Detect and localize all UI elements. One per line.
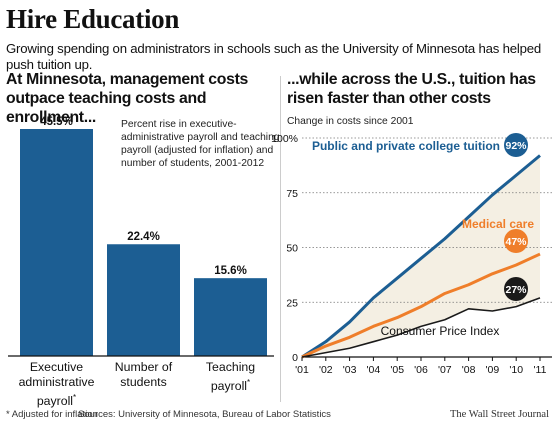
bar-category-line: Number of xyxy=(114,360,173,374)
right-panel-title: ...while across the U.S., tuition has ri… xyxy=(287,71,536,107)
bar-category-label-2: Teaching payroll* xyxy=(176,360,285,394)
x-tick-label-2006: '06 xyxy=(414,364,428,376)
x-tick-label-2008: '08 xyxy=(462,364,476,376)
x-tick-label-2004: '04 xyxy=(367,364,381,376)
bar-category-label-0: Executive administrative payroll* xyxy=(2,360,111,409)
end-badge-0 xyxy=(504,133,528,157)
end-badge-1 xyxy=(504,229,528,253)
left-panel-title: At Minnesota, management costs outpace t… xyxy=(6,71,249,126)
x-tick-label-2007: '07 xyxy=(438,364,452,376)
bar-value-label-1: 22.4% xyxy=(127,231,160,243)
bar-1 xyxy=(107,244,180,356)
y-tick-label-0: 0 xyxy=(292,352,298,364)
bar-category-line: Executive xyxy=(29,360,84,374)
bar-category-line: students xyxy=(120,375,167,389)
panel-divider xyxy=(280,76,281,402)
series-name-tuition: Public and private college tuition xyxy=(312,139,500,153)
end-badge-label-0: 92% xyxy=(505,140,527,152)
x-tick-label-2009: '09 xyxy=(486,364,500,376)
bar-category-line: Teaching xyxy=(205,360,256,374)
page-title: Hire Education xyxy=(6,4,180,34)
bar-2 xyxy=(194,278,267,356)
x-tick-label-2001: '01 xyxy=(295,364,309,376)
bar-category-line: administrative xyxy=(18,375,95,389)
sources-note: Sources: University of Minnesota, Bureau… xyxy=(78,409,331,420)
y-tick-label-100: 100% xyxy=(271,133,298,145)
bar-0 xyxy=(20,129,93,356)
series-line-2 xyxy=(301,297,541,358)
line-chart-note: Change in costs since 2001 xyxy=(287,116,414,127)
footnote: * Adjusted for inflation xyxy=(6,409,98,420)
series-line-1 xyxy=(301,252,541,359)
bar-chart-note: Percent rise in executive-administrative… xyxy=(121,119,280,169)
x-tick-label-2003: '03 xyxy=(343,364,357,376)
end-badge-label-1: 47% xyxy=(505,236,527,248)
series-name-medical: Medical care xyxy=(462,217,534,231)
x-tick-label-2010: '10 xyxy=(509,364,523,376)
y-tick-label-75: 75 xyxy=(286,188,298,200)
x-tick-label-2002: '02 xyxy=(319,364,333,376)
end-badge-2 xyxy=(504,277,528,301)
bar-value-label-2: 15.6% xyxy=(214,265,247,277)
y-tick-label-50: 50 xyxy=(286,243,298,255)
publisher-credit: The Wall Street Journal xyxy=(450,409,549,420)
page-subtitle: Growing spending on administrators in sc… xyxy=(6,41,542,72)
series-line-0 xyxy=(301,154,541,359)
x-tick-label-2005: '05 xyxy=(390,364,404,376)
end-badge-label-2: 27% xyxy=(505,284,527,296)
bar-value-label-0: 45.5% xyxy=(40,116,73,128)
series-name-cpi: Consumer Price Index xyxy=(381,324,500,338)
bar-category-line: payroll* xyxy=(36,393,77,409)
x-tick-label-2011: '11 xyxy=(534,364,547,376)
bar-category-label-1: Number of students xyxy=(89,360,198,390)
y-tick-label-25: 25 xyxy=(286,297,298,309)
bar-category-line: payroll* xyxy=(210,378,251,394)
